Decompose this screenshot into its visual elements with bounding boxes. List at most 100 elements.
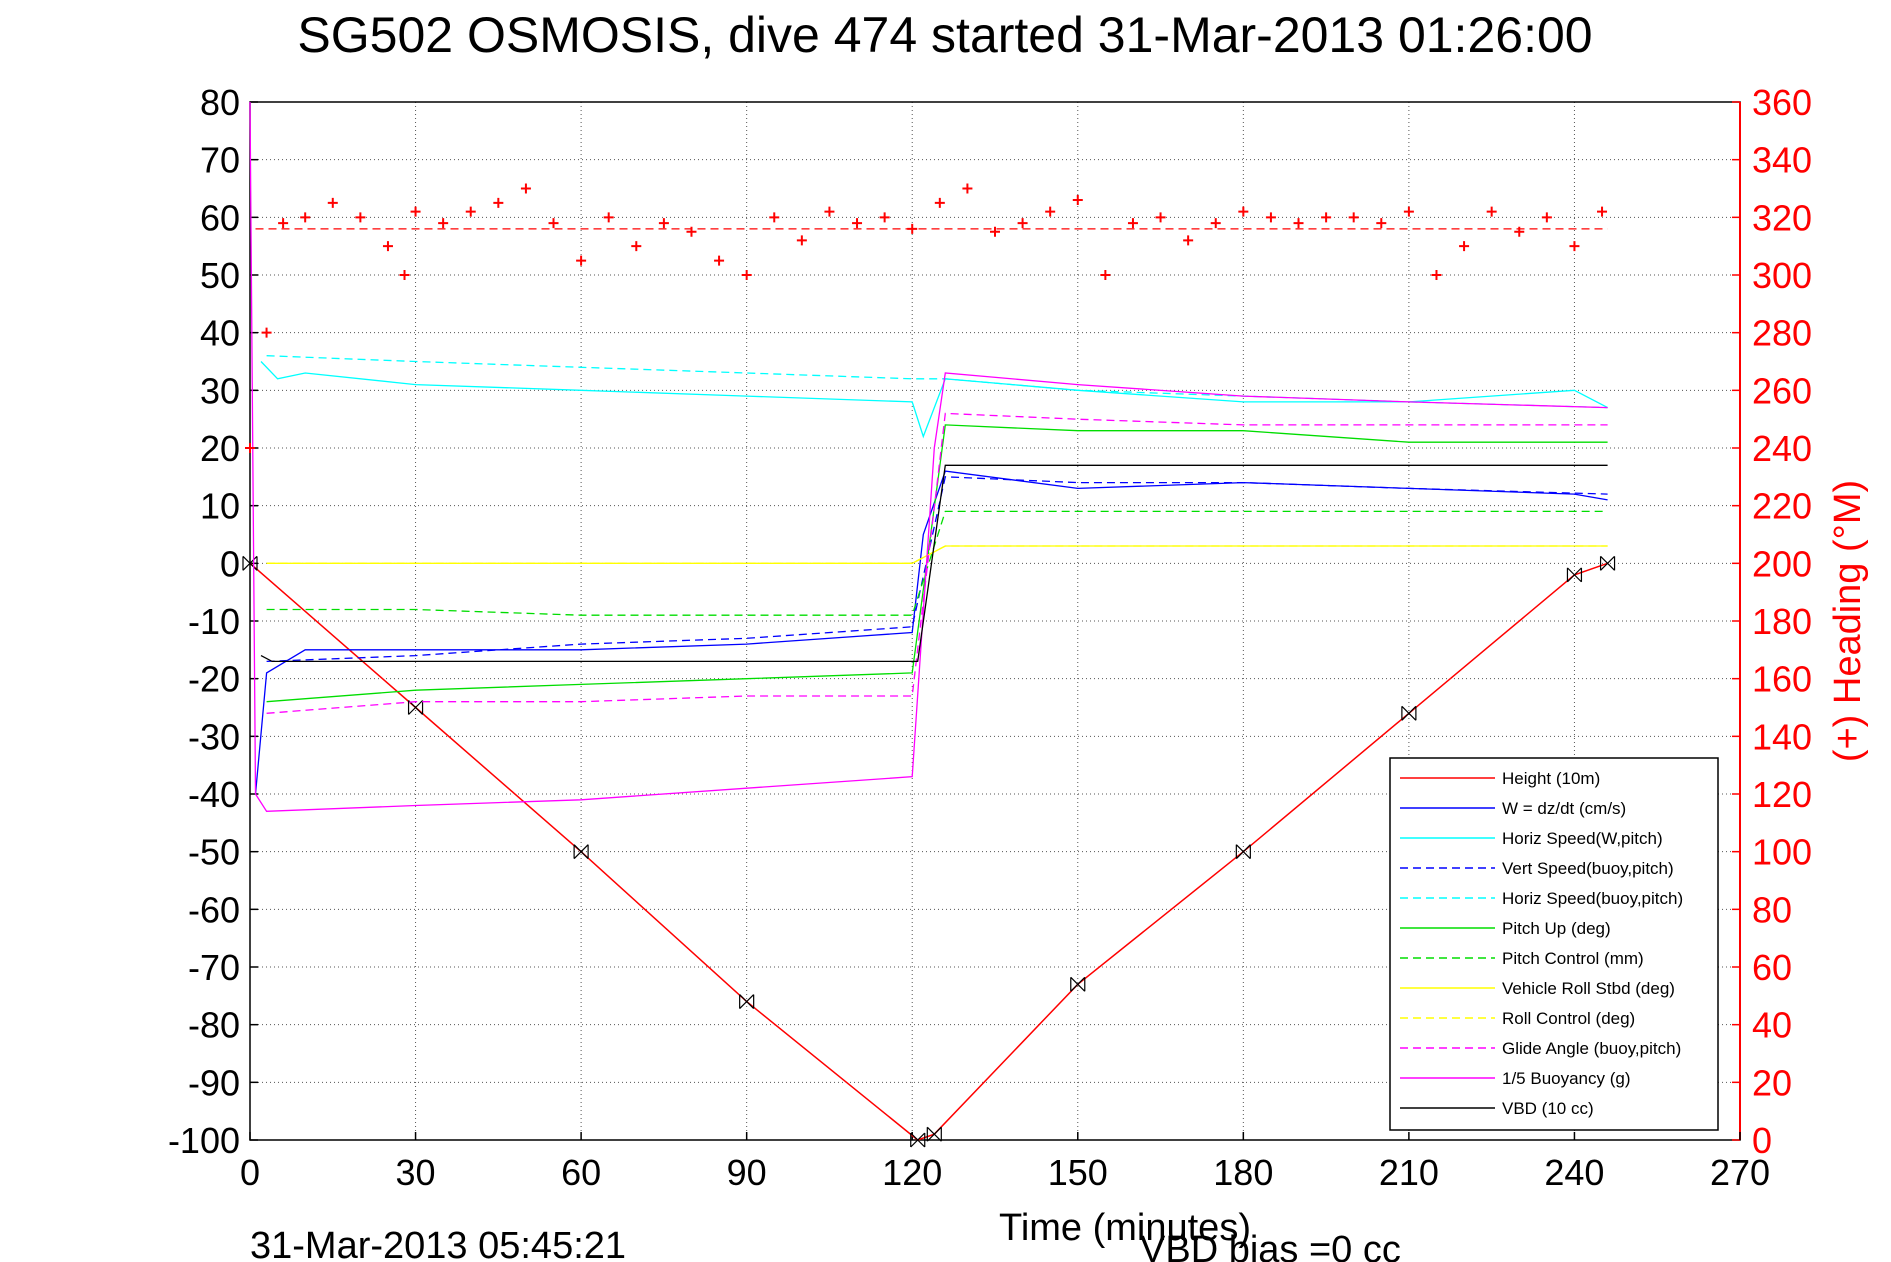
y-tick-label: -70: [188, 947, 240, 988]
heading-point: [1210, 218, 1221, 229]
heading-point: [1265, 212, 1276, 223]
heading-point: [576, 255, 587, 266]
legend-box: [1389, 757, 1719, 1131]
heading-point: [261, 327, 272, 338]
heading-point: [1238, 206, 1249, 217]
y-tick-label: 30: [200, 370, 240, 411]
heading-point: [1155, 212, 1166, 223]
y-tick-label: -10: [188, 601, 240, 642]
heading-point: [1017, 218, 1028, 229]
heading-point: [879, 212, 890, 223]
legend-label: Height (10m): [1502, 769, 1600, 788]
heading-point: [1486, 206, 1497, 217]
series-heading: [245, 183, 1608, 453]
heading-point: [603, 212, 614, 223]
heading-point: [658, 218, 669, 229]
series-height-10m: [242, 555, 1616, 1148]
heading-point: [1597, 206, 1608, 217]
y-tick-label: -20: [188, 659, 240, 700]
right-tick-label: 100: [1752, 832, 1812, 873]
heading-point: [852, 218, 863, 229]
y-tick-label: 0: [220, 543, 240, 584]
series-line: [249, 101, 1608, 812]
right-tick-label: 60: [1752, 947, 1792, 988]
height-marker: [910, 1132, 926, 1148]
legend-label: VBD (10 cc): [1502, 1099, 1594, 1118]
chart-title: SG502 OSMOSIS, dive 474 started 31-Mar-2…: [297, 7, 1592, 63]
right-tick-label: 180: [1752, 601, 1812, 642]
right-tick-label: 20: [1752, 1062, 1792, 1103]
heading-point: [1127, 218, 1138, 229]
heading-point: [1403, 206, 1414, 217]
heading-point: [1541, 212, 1552, 223]
series-line: [260, 361, 1608, 439]
height-marker: [739, 994, 755, 1010]
y-tick-label: -80: [188, 1005, 240, 1046]
legend-label: Pitch Up (deg): [1502, 919, 1611, 938]
right-tick-label: 40: [1752, 1005, 1792, 1046]
heading-point: [962, 183, 973, 194]
right-tick-label: 320: [1752, 197, 1812, 238]
series-line: [266, 424, 1608, 703]
x-tick-label: 90: [727, 1152, 767, 1193]
heading-point: [245, 443, 255, 453]
heading-point: [741, 270, 752, 280]
heading-point: [355, 212, 366, 223]
right-tick-label: 260: [1752, 370, 1812, 411]
right-tick-label: 280: [1752, 313, 1812, 354]
grid-lines: [250, 102, 1740, 1140]
series-pitch-control-mm: [266, 510, 1608, 616]
right-tick-label: 340: [1752, 140, 1812, 181]
series-layer: [242, 101, 1616, 1148]
x-tick-label: 240: [1544, 1152, 1604, 1193]
height-marker: [1070, 976, 1086, 992]
x-tick-label: 30: [396, 1152, 436, 1193]
heading-point: [438, 218, 449, 229]
x-axis-ticks: 0 30 60 90 120 150 180 210 240 270: [240, 1132, 1770, 1193]
height-marker: [926, 1126, 942, 1142]
legend-label: W = dz/dt (cm/s): [1502, 799, 1626, 818]
height-marker: [242, 555, 258, 571]
heading-point: [493, 197, 504, 208]
y-tick-label: 80: [200, 82, 240, 123]
legend-label: Horiz Speed(W,pitch): [1502, 829, 1663, 848]
heading-point: [934, 197, 945, 208]
right-tick-label: 240: [1752, 428, 1812, 469]
x-axis-label: Time (minutes): [999, 1207, 1251, 1249]
series-vbd-10-cc: [260, 464, 1608, 663]
series-line: [266, 510, 1608, 616]
y-tick-label: 40: [200, 313, 240, 354]
heading-point: [990, 226, 1000, 237]
right-tick-label: 360: [1752, 82, 1812, 123]
y-tick-label: 70: [200, 140, 240, 181]
x-tick-label: 180: [1213, 1152, 1273, 1193]
series-roll-control-deg: [266, 545, 1608, 564]
x-tick-label: 0: [240, 1152, 260, 1193]
x-tick-label: 150: [1048, 1152, 1108, 1193]
y-tick-label: 50: [200, 255, 240, 296]
heading-point: [631, 241, 642, 252]
heading-point: [465, 206, 476, 217]
footer-vbd-bias: VBD bias =0 cc: [1140, 1229, 1401, 1262]
series-1-5-buoyancy-g: [249, 101, 1608, 812]
y-tick-label: 60: [200, 197, 240, 238]
right-axis-label: (+) Heading (°M): [1827, 480, 1869, 762]
y-tick-label: 20: [200, 428, 240, 469]
right-tick-label: 0: [1752, 1120, 1772, 1161]
heading-point: [1459, 241, 1470, 252]
heading-point: [1321, 212, 1332, 223]
left-axis-ticks: 80 70 60 50 40 30 20 10 0 -10 -20 -30 -40 -50 -60 -70 -8…: [168, 82, 258, 1161]
height-marker: [1401, 705, 1417, 721]
legend-label: Roll Control (deg): [1502, 1009, 1635, 1028]
y-tick-label: -60: [188, 889, 240, 930]
height-marker: [1566, 567, 1583, 583]
heading-point: [399, 270, 410, 280]
x-tick-label: 120: [882, 1152, 942, 1193]
height-marker: [407, 700, 424, 715]
legend: Height (10m) W = dz/dt (cm/s) Horiz Speed(…: [1389, 757, 1719, 1131]
heading-point: [796, 235, 807, 246]
heading-point: [382, 241, 393, 252]
heading-point: [410, 206, 421, 217]
y-tick-label: -30: [188, 716, 240, 757]
legend-label: Horiz Speed(buoy,pitch): [1502, 889, 1683, 908]
